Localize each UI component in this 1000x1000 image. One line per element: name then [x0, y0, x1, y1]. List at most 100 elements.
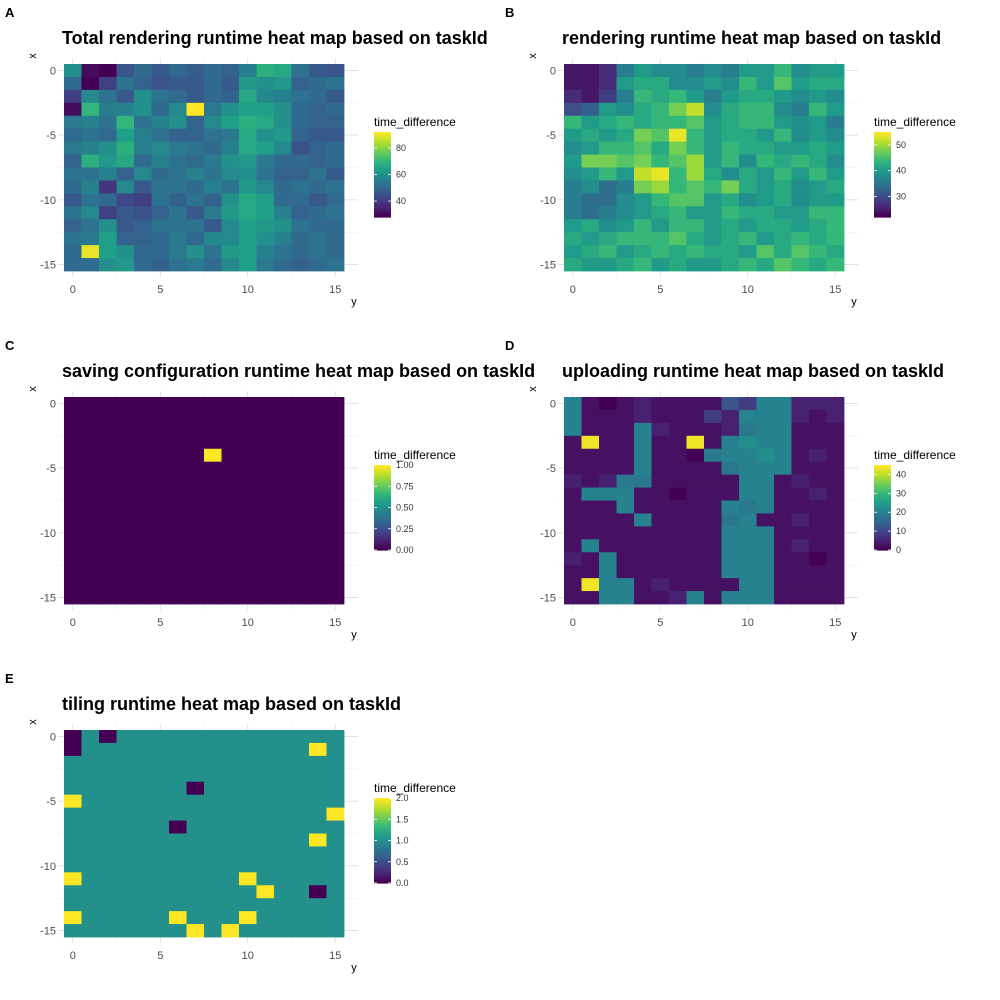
heatmap-cell [99, 232, 117, 246]
legend-colorbar-segment [874, 507, 891, 511]
heatmap-cell [99, 206, 117, 220]
heatmap-cell [169, 193, 187, 207]
legend-colorbar-segment [374, 490, 391, 494]
heatmap-cell [634, 435, 652, 450]
heatmap-cell [64, 409, 82, 424]
heatmap-cell [309, 794, 327, 809]
legend-tick-label: 40 [896, 469, 906, 479]
heatmap-cell [256, 846, 275, 860]
heatmap-cell [291, 89, 310, 104]
heatmap-cell [81, 768, 100, 783]
heatmap-cell [239, 180, 257, 194]
heatmap-cell [64, 755, 82, 770]
heatmap-cell [186, 781, 205, 796]
heatmap-cell [564, 154, 582, 168]
heatmap-cell [99, 807, 117, 821]
legend-colorbar-segment [374, 153, 391, 156]
panel-title: saving configuration runtime heat map ba… [62, 361, 535, 381]
heatmap-cell [616, 115, 635, 130]
heatmap-cells [564, 64, 845, 272]
heatmap-cell [326, 794, 345, 809]
heatmap-cell [256, 474, 275, 488]
heatmap-cell [151, 397, 170, 411]
heatmap-cell [581, 154, 600, 168]
legend-colorbar-segment [374, 208, 391, 212]
legend-colorbar-segment [374, 857, 391, 861]
heatmap-cell [134, 448, 152, 463]
heatmap-cell [326, 461, 345, 476]
legend-tick-label: 0.50 [396, 503, 414, 513]
heatmap-cell [826, 435, 845, 450]
heatmap-cell [99, 730, 117, 744]
heatmap-cell [309, 513, 327, 527]
heatmap-cell [256, 89, 275, 104]
heatmap-cell [151, 768, 170, 783]
heatmap-cell [791, 115, 810, 130]
heatmap-cell [291, 102, 310, 117]
heatmap-cell [581, 500, 600, 514]
heatmap-cell [826, 409, 845, 424]
y-tick-label: 0 [50, 731, 56, 743]
heatmap-cell [81, 794, 100, 809]
legend-colorbar-segment [374, 507, 391, 511]
heatmap-cell [134, 180, 152, 194]
heatmap-cell [599, 102, 617, 117]
heatmap-cell [134, 898, 152, 912]
heatmap-cell [116, 435, 135, 450]
heatmap-cell [99, 846, 117, 860]
heatmap-cell [309, 448, 327, 463]
y-tick-label: 0 [50, 398, 56, 410]
heatmap-cell [686, 591, 705, 605]
heatmap-cell [774, 474, 792, 488]
heatmap-cell [81, 833, 100, 847]
x-tick-label: 5 [657, 617, 663, 629]
heatmap-cell [204, 924, 222, 938]
heatmap-cell [581, 591, 600, 605]
heatmap-cell [686, 245, 705, 259]
heatmap-cell [721, 397, 740, 411]
heatmap-cell [151, 154, 170, 168]
heatmap-cell [616, 245, 635, 259]
heatmap-cell [134, 859, 152, 873]
heatmap-cell [581, 64, 600, 78]
heatmap-cell [581, 258, 600, 272]
legend-tick-label: 1.0 [396, 836, 409, 846]
heatmap-cell [739, 128, 757, 143]
heatmap-cell [274, 76, 292, 91]
heatmap-cell [291, 448, 310, 463]
heatmap-cell [204, 397, 222, 411]
heatmap-cell [169, 89, 187, 104]
legend-colorbar-segment [874, 134, 891, 137]
heatmap-cell [616, 513, 635, 527]
heatmap-cell [116, 409, 135, 424]
heatmap-cell [326, 258, 345, 272]
heatmap-cell [309, 730, 327, 744]
heatmap-cell [99, 872, 117, 886]
heatmap-cell [116, 768, 135, 783]
heatmap-cell [739, 448, 757, 463]
heatmap-cell [221, 89, 240, 104]
legend-colorbar-segment [374, 200, 391, 203]
heatmap-cell [239, 102, 257, 117]
heatmap-cell [309, 859, 327, 873]
heatmap-cell [704, 526, 722, 540]
heatmap-cell [204, 859, 222, 873]
heatmap-cell [169, 167, 187, 181]
heatmap-cell [204, 245, 222, 259]
heatmap-cell [826, 128, 845, 143]
heatmap-cell [186, 552, 205, 566]
heatmap-cell [239, 552, 257, 566]
heatmap-cell [274, 154, 292, 168]
y-axis-label: x [27, 719, 39, 725]
heatmap-cell [256, 742, 275, 757]
legend-colorbar-segment [374, 197, 391, 201]
heatmap-cell [134, 911, 152, 925]
heatmap-cell [186, 154, 205, 168]
heatmap-cell [274, 807, 292, 821]
heatmap-cell [826, 219, 845, 233]
heatmap-cell [116, 232, 135, 246]
heatmap-cell [669, 487, 687, 501]
heatmap-cell [809, 578, 827, 592]
y-tick-label: -5 [46, 130, 56, 142]
